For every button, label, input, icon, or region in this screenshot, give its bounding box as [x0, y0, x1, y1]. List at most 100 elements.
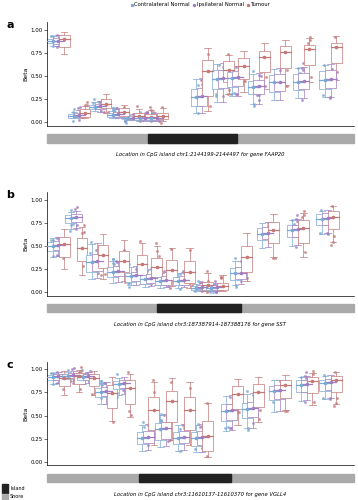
Point — [65, 372, 71, 380]
Point — [199, 422, 205, 430]
Point — [158, 426, 163, 434]
Point — [303, 368, 309, 376]
Point — [195, 82, 200, 90]
Point — [322, 76, 328, 84]
Point — [145, 442, 151, 450]
Point — [98, 388, 103, 396]
Point — [115, 266, 121, 274]
Point — [265, 229, 271, 237]
Text: Location in CpG island chr3:187387914-187388176 for gene SST: Location in CpG island chr3:187387914-18… — [115, 322, 286, 327]
Point — [306, 39, 311, 47]
Point — [306, 46, 312, 54]
Bar — [145, 114, 156, 119]
Point — [244, 405, 250, 413]
Bar — [241, 246, 252, 272]
Point — [163, 276, 169, 284]
Point — [250, 419, 256, 427]
Point — [128, 272, 134, 280]
Point — [159, 270, 164, 278]
Point — [139, 260, 145, 268]
Point — [228, 90, 234, 98]
Point — [271, 386, 277, 394]
Point — [244, 274, 250, 281]
Point — [334, 394, 339, 402]
Point — [103, 100, 109, 108]
Point — [320, 394, 326, 402]
Point — [213, 288, 218, 296]
Point — [325, 214, 330, 222]
Point — [111, 260, 117, 268]
Point — [79, 366, 85, 374]
Point — [168, 378, 174, 386]
Point — [144, 108, 150, 116]
Bar — [274, 385, 285, 399]
Point — [277, 78, 282, 86]
Point — [295, 64, 301, 72]
Bar — [92, 254, 103, 270]
Bar — [274, 74, 285, 91]
Point — [68, 214, 74, 222]
Point — [102, 270, 108, 278]
Point — [151, 388, 157, 396]
Point — [295, 78, 301, 86]
Bar — [113, 382, 124, 389]
Bar — [125, 380, 135, 404]
Bar — [197, 431, 207, 445]
Point — [159, 266, 164, 274]
Point — [180, 267, 186, 275]
Bar — [101, 387, 112, 396]
Point — [331, 232, 337, 239]
Point — [158, 277, 163, 285]
Point — [198, 424, 203, 432]
Bar — [134, 118, 145, 120]
Point — [220, 92, 226, 100]
Point — [199, 92, 205, 100]
Point — [214, 90, 219, 98]
Point — [205, 432, 211, 440]
Text: a: a — [6, 20, 14, 30]
Point — [134, 102, 140, 110]
Point — [199, 433, 205, 441]
Point — [66, 376, 71, 384]
Point — [69, 220, 74, 228]
Bar — [247, 402, 258, 417]
Point — [135, 116, 141, 124]
Point — [125, 368, 131, 376]
Point — [212, 280, 218, 288]
Point — [54, 234, 59, 242]
Bar — [268, 386, 279, 400]
Point — [205, 68, 211, 76]
Point — [79, 244, 85, 252]
Point — [188, 246, 193, 254]
Bar — [47, 474, 354, 482]
Point — [113, 258, 119, 266]
Point — [54, 42, 60, 50]
Point — [328, 395, 333, 403]
Point — [84, 100, 90, 108]
Point — [220, 74, 226, 82]
Point — [218, 273, 224, 281]
Point — [55, 37, 61, 45]
Point — [204, 398, 210, 406]
Point — [148, 116, 154, 124]
Point — [216, 60, 222, 68]
Point — [175, 434, 181, 442]
Point — [149, 106, 154, 114]
Point — [150, 109, 155, 117]
Point — [110, 111, 116, 119]
Bar — [62, 374, 73, 378]
Point — [138, 112, 144, 120]
Point — [110, 268, 116, 276]
Point — [156, 111, 162, 119]
Point — [86, 372, 91, 380]
Point — [205, 276, 211, 284]
Point — [238, 257, 243, 265]
Point — [168, 245, 174, 253]
Point — [124, 118, 129, 126]
Point — [332, 368, 338, 376]
Point — [77, 102, 83, 110]
Point — [271, 78, 277, 86]
Point — [188, 384, 193, 392]
Point — [195, 109, 200, 117]
Point — [201, 424, 207, 432]
